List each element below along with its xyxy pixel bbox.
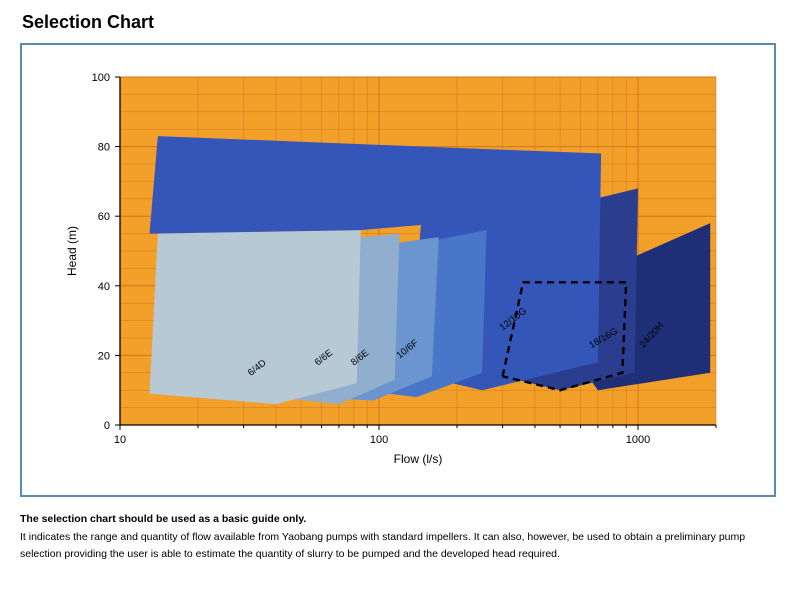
svg-text:100: 100 (92, 72, 110, 84)
svg-text:10: 10 (114, 434, 126, 446)
footnote-bold: The selection chart should be used as a … (20, 511, 780, 527)
svg-text:1000: 1000 (626, 434, 650, 446)
svg-text:0: 0 (104, 420, 110, 432)
svg-text:Head (m): Head (m) (65, 226, 79, 276)
svg-text:20: 20 (98, 350, 110, 362)
footnote: The selection chart should be used as a … (20, 511, 780, 562)
svg-text:Flow (l/s): Flow (l/s) (394, 452, 443, 466)
selection-chart: 6/4D6/6E8/6E10/6F12/10G18/16G24/20H02040… (48, 63, 744, 483)
svg-text:100: 100 (370, 434, 388, 446)
footnote-text: It indicates the range and quantity of f… (20, 531, 745, 559)
svg-text:80: 80 (98, 142, 110, 154)
page-title: Selection Chart (22, 12, 780, 33)
svg-text:40: 40 (98, 281, 110, 293)
svg-text:60: 60 (98, 211, 110, 223)
chart-frame: 6/4D6/6E8/6E10/6F12/10G18/16G24/20H02040… (20, 43, 776, 497)
